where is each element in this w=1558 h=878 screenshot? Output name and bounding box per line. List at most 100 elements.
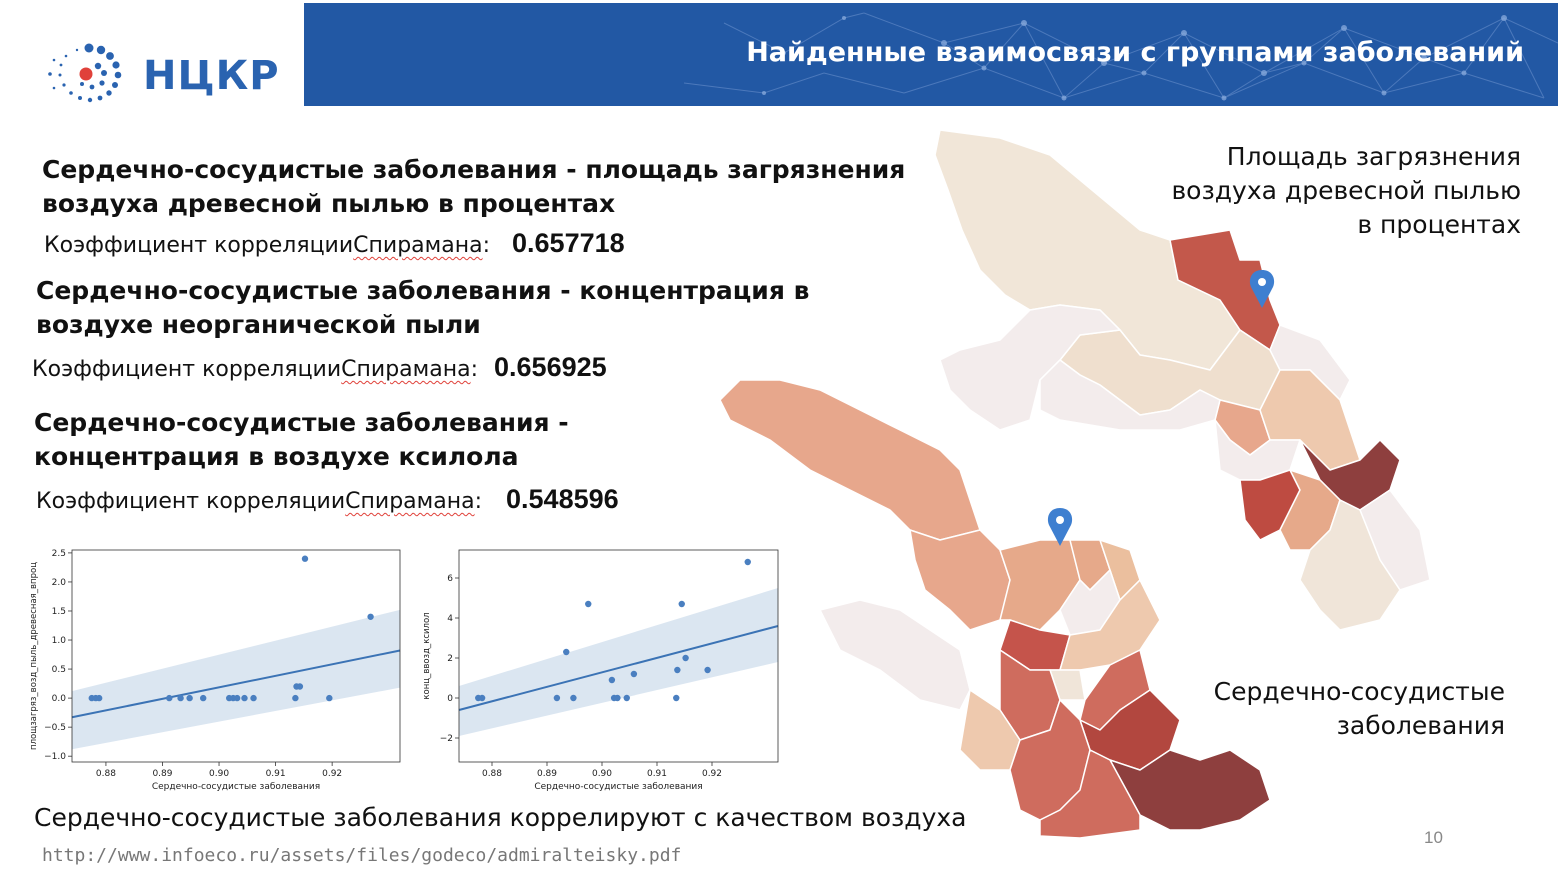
location-pin-icon bbox=[1249, 270, 1275, 308]
coefficient-label-suffix: : bbox=[474, 489, 483, 514]
x-tick-label: 0.91 bbox=[266, 769, 286, 779]
caption-line: Площадь загрязнения bbox=[1226, 142, 1521, 171]
heading-line: Сердечно-сосудистые заболевания - концен… bbox=[36, 276, 810, 305]
data-point bbox=[241, 694, 248, 702]
page-number: 10 bbox=[1424, 828, 1443, 847]
heading-line: Сердечно-сосудистые заболевания - bbox=[34, 408, 569, 437]
choropleth-map bbox=[719, 129, 1431, 839]
map-district-west-mid bbox=[909, 529, 1011, 631]
y-tick-label: 4 bbox=[447, 614, 453, 624]
data-point bbox=[682, 654, 689, 662]
coefficient-value: 0.656925 bbox=[494, 352, 607, 382]
data-point bbox=[704, 666, 711, 674]
y-tick-label: 6 bbox=[447, 574, 453, 584]
map-district-central-n bbox=[1214, 419, 1301, 481]
map-district-west-far bbox=[819, 599, 971, 711]
coefficient-label: Коэффициент корреляции bbox=[44, 233, 354, 258]
coefficient-label-word: Спирамана bbox=[345, 489, 475, 514]
data-point bbox=[200, 694, 207, 702]
coefficient-label: Коэффициент корреляции bbox=[36, 489, 346, 514]
x-tick-label: 0.90 bbox=[592, 769, 612, 779]
y-tick-label: 2 bbox=[447, 654, 453, 664]
caption-line: в процентах bbox=[1357, 210, 1521, 239]
data-point bbox=[301, 555, 309, 562]
plot-frame bbox=[71, 549, 401, 763]
coefficient-value: 0.548596 bbox=[506, 484, 619, 514]
map-district-kolpinsky bbox=[1109, 749, 1271, 831]
confidence-band bbox=[72, 609, 400, 750]
logo-area: НЦКР bbox=[0, 0, 304, 106]
location-pin-icon bbox=[1047, 508, 1073, 546]
y-tick-label: 0 bbox=[447, 694, 453, 704]
map-district-south-bottom bbox=[1039, 749, 1141, 839]
caption-line: заболевания bbox=[1336, 711, 1505, 740]
scatter-plot-xylene: 0.88 0.89 0.90 0.91 0.92 −2 0 2 4 6 Сердечно-сосуд… bbox=[422, 549, 779, 792]
map-district-primorsky bbox=[939, 304, 1121, 431]
data-point bbox=[292, 694, 299, 702]
x-tick-label: 0.90 bbox=[209, 769, 229, 779]
regression-line bbox=[458, 625, 779, 711]
scatter-plot-wood-dust: 0.88 0.89 0.90 0.91 0.92 −1.0 −0.5 0.0 0.5 1.0 1.5… bbox=[29, 549, 401, 792]
data-point bbox=[296, 683, 304, 690]
x-axis-label: Сердечно-сосудистые заболевания bbox=[534, 782, 702, 792]
coefficient-label-word: Спирамана bbox=[353, 233, 483, 258]
data-point bbox=[233, 694, 241, 702]
map-district-coast bbox=[1039, 359, 1221, 431]
data-point bbox=[95, 694, 103, 702]
y-tick-label: 1.0 bbox=[52, 636, 67, 646]
x-tick-label: 0.88 bbox=[482, 769, 502, 779]
correlation-heading-3: Сердечно-сосудистые заболевания - концен… bbox=[34, 406, 569, 474]
heading-line: концентрация в воздухе ксилола bbox=[34, 442, 519, 471]
map-caption-bottom: Сердечно-сосудистые заболевания bbox=[1214, 675, 1505, 743]
correlation-heading-2: Сердечно-сосудистые заболевания - концен… bbox=[36, 274, 809, 342]
heading-line: воздухе неорганической пыли bbox=[36, 310, 481, 339]
network-pattern-icon bbox=[683, 12, 1558, 101]
y-tick-label: 0.5 bbox=[52, 665, 66, 675]
data-point bbox=[166, 694, 173, 702]
data-point bbox=[674, 666, 681, 674]
data-point bbox=[678, 600, 685, 608]
coefficient-value: 0.657718 bbox=[512, 228, 625, 258]
data-point bbox=[250, 694, 257, 702]
y-axis-label: конц_ввозд_ксилол bbox=[422, 612, 432, 699]
data-point bbox=[478, 694, 486, 702]
source-url[interactable]: http://www.infoeco.ru/assets/files/godec… bbox=[42, 845, 682, 866]
page-title: Найденные взаимосвязи с группами заболев… bbox=[746, 37, 1524, 68]
data-point bbox=[623, 694, 630, 702]
heading-line: воздуха древесной пылью в процентах bbox=[42, 189, 616, 218]
y-tick-label: −2 bbox=[440, 734, 453, 744]
y-axis-label: площзагряз_возд_пыль_древесная_впроц bbox=[29, 562, 39, 750]
logo-text: НЦКР bbox=[143, 53, 280, 99]
data-point bbox=[177, 694, 184, 702]
map-district-east-3 bbox=[1299, 499, 1401, 631]
summary-text: Сердечно-сосудистые заболевания коррелир… bbox=[34, 803, 967, 832]
x-tick-label: 0.91 bbox=[647, 769, 667, 779]
data-point bbox=[630, 670, 638, 678]
data-point bbox=[326, 694, 333, 702]
y-tick-label: −0.5 bbox=[44, 723, 66, 733]
correlation-coefficient-1: Коэффициент корреляции Спирамана : 0.657… bbox=[44, 228, 625, 259]
heading-line: Сердечно-сосудистые заболевания - площад… bbox=[42, 155, 906, 184]
y-tick-label: 1.5 bbox=[52, 607, 66, 617]
coefficient-label-suffix: : bbox=[482, 233, 491, 258]
data-point bbox=[608, 676, 616, 684]
caption-line: воздуха древесной пылью bbox=[1171, 176, 1521, 205]
caption-line: Сердечно-сосудистые bbox=[1213, 677, 1505, 706]
confidence-band bbox=[459, 588, 778, 736]
header-banner: Найденные взаимосвязи с группами заболев… bbox=[304, 3, 1558, 106]
coefficient-label-suffix: : bbox=[470, 357, 479, 382]
map-district-west-center bbox=[999, 539, 1081, 631]
data-point bbox=[585, 600, 592, 608]
x-tick-label: 0.89 bbox=[152, 769, 172, 779]
data-point bbox=[673, 694, 680, 702]
x-tick-label: 0.88 bbox=[96, 769, 116, 779]
x-tick-label: 0.89 bbox=[537, 769, 557, 779]
data-point bbox=[367, 613, 374, 620]
map-caption-top: Площадь загрязнения воздуха древесной пы… bbox=[1171, 140, 1521, 242]
data-point bbox=[614, 694, 621, 702]
x-axis-label: Сердечно-сосудистые заболевания bbox=[152, 782, 320, 792]
x-tick-label: 0.92 bbox=[322, 769, 342, 779]
data-point bbox=[744, 558, 751, 566]
coefficient-label-word: Спирамана bbox=[341, 357, 471, 382]
correlation-coefficient-2: Коэффициент корреляции Спирамана : 0.656… bbox=[32, 352, 607, 383]
